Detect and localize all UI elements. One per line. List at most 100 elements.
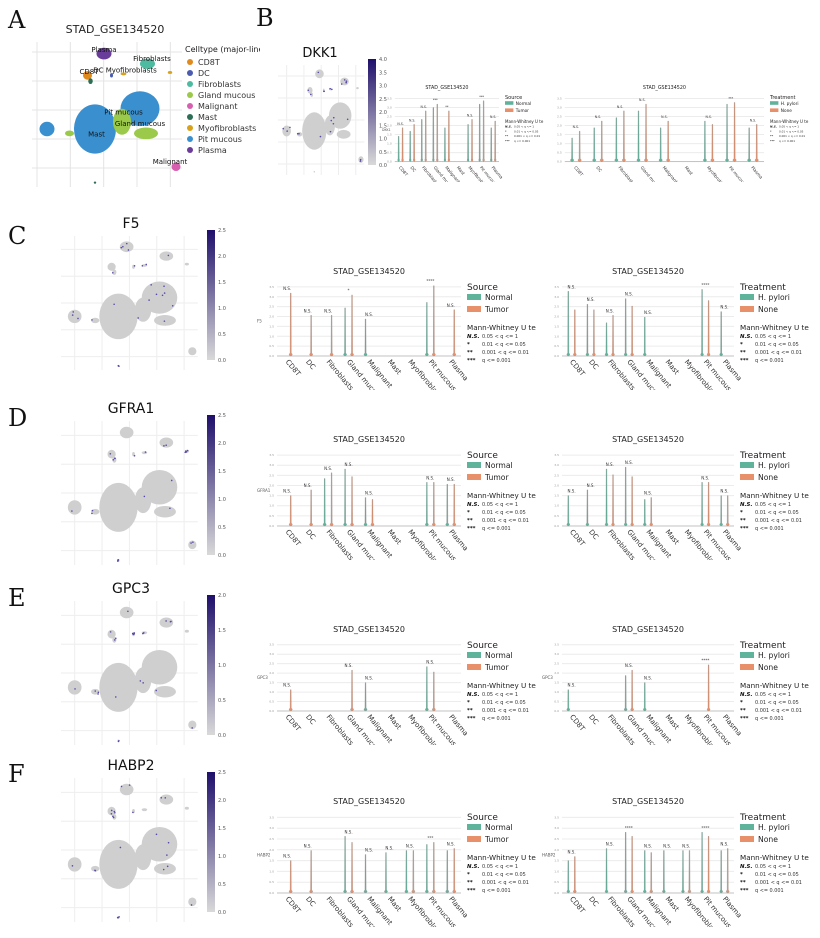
colorbar-tick: 1.0 xyxy=(218,854,226,860)
expressing-cell xyxy=(143,495,146,498)
significance-label: N.S. xyxy=(568,683,576,688)
significance-label: * xyxy=(348,288,350,293)
cluster xyxy=(159,794,174,805)
expressing-cell xyxy=(132,811,134,814)
expressing-cell xyxy=(133,265,136,267)
stats-range: 0.05 < q <= 1 xyxy=(482,864,518,870)
cluster xyxy=(184,806,189,810)
stats-range: q <= 0.001 xyxy=(755,716,784,722)
stats-symbol: *** xyxy=(740,716,749,722)
y-tick: 3.5 xyxy=(554,643,559,647)
stats-symbol: N.S. xyxy=(467,864,480,870)
colorbar-tick: 1.5 xyxy=(218,826,226,832)
violin-dkk1-source: STAD_GSE1345200.00.51.01.52.02.53.03.5DK… xyxy=(382,85,544,182)
y-tick: 2.5 xyxy=(269,305,274,309)
y-tick: 3.0 xyxy=(269,295,274,299)
y-tick: 1.0 xyxy=(269,690,274,694)
violin-hpylori xyxy=(585,304,590,357)
legend-title: Treatment xyxy=(739,283,786,293)
expressing-cell xyxy=(163,285,165,287)
expressing-cell xyxy=(119,846,122,849)
legend-label: Fibroblasts xyxy=(198,80,241,89)
legend-label: H. pylori xyxy=(758,823,790,832)
legend-marker xyxy=(187,103,193,109)
y-tick: 0.0 xyxy=(554,709,559,713)
stats-range: 0.001 < q <= 0.01 xyxy=(482,708,529,714)
expressing-cell xyxy=(110,809,113,812)
significance-label: N.S. xyxy=(625,663,633,668)
expressing-cell xyxy=(97,693,99,695)
y-tick: 2.5 xyxy=(269,662,274,666)
legend-label: H. pylori xyxy=(781,101,799,107)
expressing-cell xyxy=(110,813,113,815)
cluster-label: Fibroblasts xyxy=(133,55,171,63)
violin-normal xyxy=(466,124,470,162)
panel-letter-b: B xyxy=(256,4,274,32)
legend-label: Pit mucous xyxy=(198,135,242,144)
cluster-label: Mast xyxy=(88,130,105,138)
y-axis-label: HABP2 xyxy=(257,853,271,858)
legend-label: Normal xyxy=(485,823,513,832)
colorbar-tick: 0.5 xyxy=(218,525,226,531)
cluster xyxy=(324,115,336,136)
expressing-cell xyxy=(91,512,93,515)
expressing-cell xyxy=(160,797,163,799)
x-tick-label: Mast xyxy=(664,713,681,731)
violin-none xyxy=(611,474,615,527)
expressing-cell xyxy=(94,690,97,692)
cluster xyxy=(313,170,315,173)
stats-range: q <= 0.001 xyxy=(482,358,511,364)
stats-symbol: ** xyxy=(467,880,473,886)
cluster xyxy=(154,505,176,518)
colorbar-tick: 2.5 xyxy=(218,770,226,776)
violin-none xyxy=(622,110,626,162)
x-tick-label: DC xyxy=(409,165,417,173)
violin-tumor xyxy=(309,315,313,357)
y-tick: 0.0 xyxy=(269,891,274,895)
stats-symbol: * xyxy=(467,510,470,516)
significance-label: N.S. xyxy=(595,115,601,119)
stats-range: q <= 0.001 xyxy=(514,139,530,143)
significance-label: N.S. xyxy=(490,115,496,119)
legend-title: Treatment xyxy=(769,95,795,101)
x-tick-label: Gland mucous xyxy=(640,165,663,182)
legend-label: None xyxy=(758,305,778,314)
violin-none xyxy=(611,315,615,357)
legend-title: Source xyxy=(467,283,498,293)
colorbar xyxy=(207,772,215,912)
expressing-cell xyxy=(133,454,136,457)
violin-tumor xyxy=(432,671,436,712)
stats-range: 0.01 < q <= 0.05 xyxy=(482,342,526,348)
stats-range: 0.01 < q <= 0.05 xyxy=(755,510,799,516)
legend-label: Normal xyxy=(485,651,513,660)
expressing-cell xyxy=(155,833,158,836)
expressing-cell xyxy=(114,696,117,698)
stats-symbol: ** xyxy=(467,350,473,356)
cluster xyxy=(154,685,176,698)
expressing-cell xyxy=(141,265,144,267)
violin-hpylori xyxy=(614,117,619,162)
legend-label: Malignant xyxy=(198,102,238,111)
significance-label: *** xyxy=(479,95,484,99)
expressing-cell xyxy=(117,559,119,561)
cluster-mast xyxy=(93,181,97,184)
stats-range: 0.05 < q <= 1 xyxy=(514,125,534,129)
expressing-cell xyxy=(162,868,165,871)
violin-tumor xyxy=(482,100,485,162)
violin-tumor xyxy=(452,848,456,894)
stats-symbol: * xyxy=(467,700,470,706)
violin-title: STAD_GSE134520 xyxy=(333,267,405,276)
cluster xyxy=(188,897,197,907)
stats-range: q <= 0.001 xyxy=(482,526,511,532)
y-tick: 0.5 xyxy=(554,514,559,518)
x-tick-label: CD8T xyxy=(568,895,587,915)
significance-label: N.S. xyxy=(283,683,291,688)
stats-range: 0.01 < q <= 0.05 xyxy=(514,129,539,133)
colorbar-tick: 1.0 xyxy=(379,137,387,143)
stats-symbol: ** xyxy=(740,350,746,356)
violin-normal xyxy=(343,307,347,357)
cluster xyxy=(107,629,116,639)
umap-habp2: HABP2 0.0 0.5 1.0 1.5 2.0 2.5 xyxy=(61,758,226,922)
violin-none xyxy=(599,120,604,162)
y-axis-label: GPC3 xyxy=(257,675,268,680)
